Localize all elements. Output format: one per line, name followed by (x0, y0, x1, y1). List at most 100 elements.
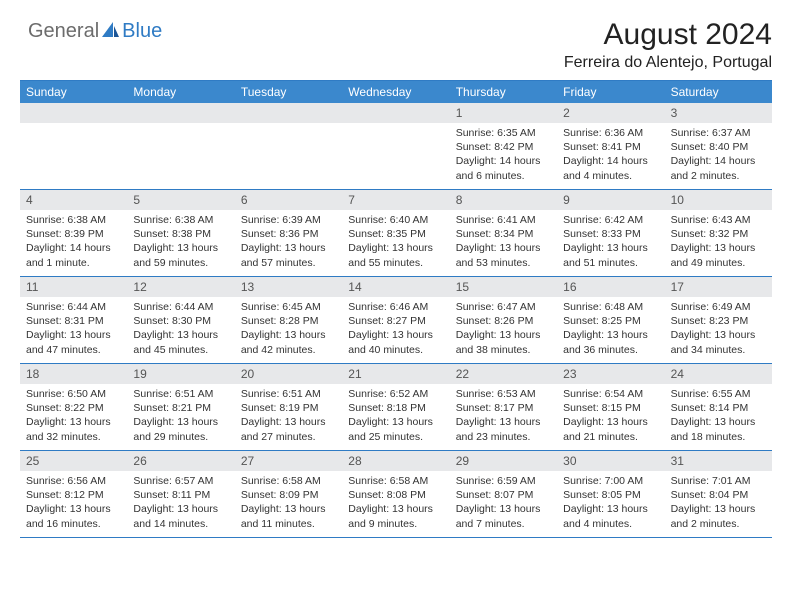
day-number: 16 (557, 277, 664, 297)
sunrise-text: Sunrise: 6:43 AM (671, 213, 766, 227)
day-cell: 8Sunrise: 6:41 AMSunset: 8:34 PMDaylight… (450, 190, 557, 276)
day-number: 31 (665, 451, 772, 471)
day-number: 13 (235, 277, 342, 297)
sunrise-text: Sunrise: 6:36 AM (563, 126, 658, 140)
sunset-text: Sunset: 8:26 PM (456, 314, 551, 328)
day-number: 14 (342, 277, 449, 297)
sunrise-text: Sunrise: 6:44 AM (133, 300, 228, 314)
day-details: Sunrise: 6:51 AMSunset: 8:19 PMDaylight:… (235, 384, 342, 450)
day-cell: 31Sunrise: 7:01 AMSunset: 8:04 PMDayligh… (665, 451, 772, 537)
sunrise-text: Sunrise: 6:46 AM (348, 300, 443, 314)
sunrise-text: Sunrise: 6:56 AM (26, 474, 121, 488)
daylight-text: Daylight: 13 hours and 57 minutes. (241, 241, 336, 269)
daylight-text: Daylight: 13 hours and 45 minutes. (133, 328, 228, 356)
day-number: 4 (20, 190, 127, 210)
day-details: Sunrise: 6:41 AMSunset: 8:34 PMDaylight:… (450, 210, 557, 276)
day-number: 6 (235, 190, 342, 210)
day-cell: 17Sunrise: 6:49 AMSunset: 8:23 PMDayligh… (665, 277, 772, 363)
sunrise-text: Sunrise: 6:38 AM (26, 213, 121, 227)
day-cell: 4Sunrise: 6:38 AMSunset: 8:39 PMDaylight… (20, 190, 127, 276)
calendar: SundayMondayTuesdayWednesdayThursdayFrid… (20, 80, 772, 538)
daylight-text: Daylight: 13 hours and 38 minutes. (456, 328, 551, 356)
day-cell: 5Sunrise: 6:38 AMSunset: 8:38 PMDaylight… (127, 190, 234, 276)
day-number: 29 (450, 451, 557, 471)
week-row: 1Sunrise: 6:35 AMSunset: 8:42 PMDaylight… (20, 103, 772, 190)
day-number: 11 (20, 277, 127, 297)
day-details: Sunrise: 6:59 AMSunset: 8:07 PMDaylight:… (450, 471, 557, 537)
day-number: 22 (450, 364, 557, 384)
daylight-text: Daylight: 13 hours and 34 minutes. (671, 328, 766, 356)
day-details: Sunrise: 6:56 AMSunset: 8:12 PMDaylight:… (20, 471, 127, 537)
sunset-text: Sunset: 8:15 PM (563, 401, 658, 415)
day-details: Sunrise: 6:52 AMSunset: 8:18 PMDaylight:… (342, 384, 449, 450)
sunrise-text: Sunrise: 6:55 AM (671, 387, 766, 401)
day-number: 3 (665, 103, 772, 123)
day-details: Sunrise: 6:44 AMSunset: 8:31 PMDaylight:… (20, 297, 127, 363)
sunset-text: Sunset: 8:41 PM (563, 140, 658, 154)
sunrise-text: Sunrise: 6:42 AM (563, 213, 658, 227)
day-number: 17 (665, 277, 772, 297)
daylight-text: Daylight: 13 hours and 18 minutes. (671, 415, 766, 443)
daylight-text: Daylight: 13 hours and 7 minutes. (456, 502, 551, 530)
day-number (127, 103, 234, 123)
week-row: 25Sunrise: 6:56 AMSunset: 8:12 PMDayligh… (20, 451, 772, 538)
sunrise-text: Sunrise: 6:58 AM (348, 474, 443, 488)
header: General Blue August 2024 Ferreira do Ale… (20, 18, 772, 72)
day-details: Sunrise: 6:36 AMSunset: 8:41 PMDaylight:… (557, 123, 664, 189)
day-details: Sunrise: 6:46 AMSunset: 8:27 PMDaylight:… (342, 297, 449, 363)
sunrise-text: Sunrise: 6:47 AM (456, 300, 551, 314)
daylight-text: Daylight: 13 hours and 40 minutes. (348, 328, 443, 356)
day-cell: 10Sunrise: 6:43 AMSunset: 8:32 PMDayligh… (665, 190, 772, 276)
day-number: 28 (342, 451, 449, 471)
daylight-text: Daylight: 13 hours and 16 minutes. (26, 502, 121, 530)
sunset-text: Sunset: 8:23 PM (671, 314, 766, 328)
daylight-text: Daylight: 13 hours and 32 minutes. (26, 415, 121, 443)
day-details: Sunrise: 6:47 AMSunset: 8:26 PMDaylight:… (450, 297, 557, 363)
day-cell: 24Sunrise: 6:55 AMSunset: 8:14 PMDayligh… (665, 364, 772, 450)
sunset-text: Sunset: 8:07 PM (456, 488, 551, 502)
day-details: Sunrise: 6:51 AMSunset: 8:21 PMDaylight:… (127, 384, 234, 450)
sunset-text: Sunset: 8:35 PM (348, 227, 443, 241)
day-details: Sunrise: 6:43 AMSunset: 8:32 PMDaylight:… (665, 210, 772, 276)
daylight-text: Daylight: 13 hours and 29 minutes. (133, 415, 228, 443)
sunset-text: Sunset: 8:05 PM (563, 488, 658, 502)
sunset-text: Sunset: 8:11 PM (133, 488, 228, 502)
week-row: 11Sunrise: 6:44 AMSunset: 8:31 PMDayligh… (20, 277, 772, 364)
sunset-text: Sunset: 8:40 PM (671, 140, 766, 154)
day-of-week-cell: Thursday (450, 81, 557, 103)
day-number: 26 (127, 451, 234, 471)
day-details: Sunrise: 6:48 AMSunset: 8:25 PMDaylight:… (557, 297, 664, 363)
sunrise-text: Sunrise: 6:50 AM (26, 387, 121, 401)
month-title: August 2024 (564, 18, 772, 52)
day-cell: 26Sunrise: 6:57 AMSunset: 8:11 PMDayligh… (127, 451, 234, 537)
day-cell: 23Sunrise: 6:54 AMSunset: 8:15 PMDayligh… (557, 364, 664, 450)
sunrise-text: Sunrise: 7:01 AM (671, 474, 766, 488)
day-cell: 19Sunrise: 6:51 AMSunset: 8:21 PMDayligh… (127, 364, 234, 450)
day-cell: 6Sunrise: 6:39 AMSunset: 8:36 PMDaylight… (235, 190, 342, 276)
daylight-text: Daylight: 13 hours and 49 minutes. (671, 241, 766, 269)
day-cell: 11Sunrise: 6:44 AMSunset: 8:31 PMDayligh… (20, 277, 127, 363)
day-cell: 14Sunrise: 6:46 AMSunset: 8:27 PMDayligh… (342, 277, 449, 363)
day-number: 18 (20, 364, 127, 384)
sunset-text: Sunset: 8:17 PM (456, 401, 551, 415)
day-of-week-cell: Sunday (20, 81, 127, 103)
day-of-week-header: SundayMondayTuesdayWednesdayThursdayFrid… (20, 81, 772, 103)
title-block: August 2024 Ferreira do Alentejo, Portug… (564, 18, 772, 72)
logo-text-general: General (28, 20, 99, 43)
day-details: Sunrise: 6:45 AMSunset: 8:28 PMDaylight:… (235, 297, 342, 363)
day-details: Sunrise: 6:50 AMSunset: 8:22 PMDaylight:… (20, 384, 127, 450)
daylight-text: Daylight: 13 hours and 42 minutes. (241, 328, 336, 356)
day-cell: 29Sunrise: 6:59 AMSunset: 8:07 PMDayligh… (450, 451, 557, 537)
sunset-text: Sunset: 8:27 PM (348, 314, 443, 328)
day-cell: 18Sunrise: 6:50 AMSunset: 8:22 PMDayligh… (20, 364, 127, 450)
sunrise-text: Sunrise: 6:48 AM (563, 300, 658, 314)
day-number: 15 (450, 277, 557, 297)
day-number: 21 (342, 364, 449, 384)
day-cell: 1Sunrise: 6:35 AMSunset: 8:42 PMDaylight… (450, 103, 557, 189)
sunrise-text: Sunrise: 6:53 AM (456, 387, 551, 401)
day-details: Sunrise: 6:57 AMSunset: 8:11 PMDaylight:… (127, 471, 234, 537)
sunset-text: Sunset: 8:25 PM (563, 314, 658, 328)
sunset-text: Sunset: 8:08 PM (348, 488, 443, 502)
sunset-text: Sunset: 8:14 PM (671, 401, 766, 415)
day-details: Sunrise: 6:37 AMSunset: 8:40 PMDaylight:… (665, 123, 772, 189)
